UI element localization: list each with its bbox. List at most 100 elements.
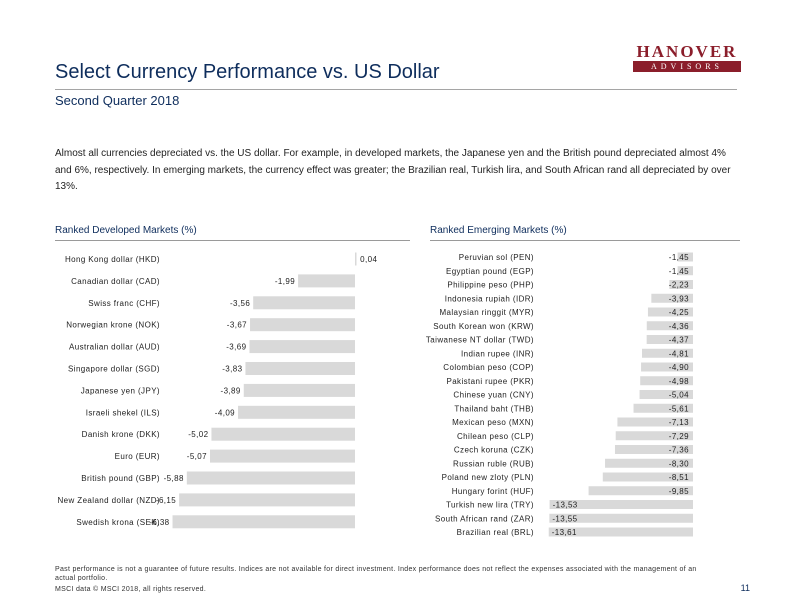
- emerging-category-label-20: Brazilian real (BRL): [457, 528, 534, 537]
- emerging-category-label-0: Peruvian sol (PEN): [459, 253, 534, 262]
- developed-category-label-0: Hong Kong dollar (HKD): [65, 255, 160, 264]
- developed-category-label-6: Japanese yen (JPY): [81, 386, 160, 395]
- developed-category-label-1: Canadian dollar (CAD): [71, 277, 160, 286]
- emerging-chart-title: Ranked Emerging Markets (%): [430, 225, 567, 236]
- developed-bar-7: [238, 405, 355, 419]
- disclaimer: Past performance is not a guarantee of f…: [55, 566, 697, 582]
- emerging-value-label-20: -13,61: [552, 528, 577, 537]
- developed-bar-8: [211, 427, 355, 441]
- emerging-category-label-4: Malaysian ringgit (MYR): [439, 308, 534, 317]
- developed-bar-10: [186, 471, 355, 485]
- emerging-value-label-16: -8,51: [669, 473, 689, 482]
- emerging-category-label-19: South African rand (ZAR): [435, 514, 534, 523]
- developed-value-label-6: -3,89: [221, 386, 241, 395]
- hanover-logo: HANOVER ADVISORS: [633, 43, 741, 72]
- emerging-bar-9: [640, 376, 693, 386]
- developed-bar-12: [172, 515, 355, 529]
- emerging-bar-10: [639, 390, 693, 399]
- developed-value-label-9: -5,07: [187, 452, 207, 461]
- developed-value-label-12: -6,38: [149, 518, 169, 527]
- developed-value-label-8: -5,02: [188, 430, 208, 439]
- emerging-bar-5: [646, 321, 693, 331]
- emerging-bar-6: [646, 335, 693, 344]
- page-subtitle: Second Quarter 2018: [55, 93, 180, 108]
- emerging-category-label-11: Thailand baht (THB): [454, 404, 534, 413]
- emerging-category-label-15: Russian ruble (RUB): [453, 459, 534, 468]
- developed-bar-6: [243, 383, 355, 397]
- developed-category-label-3: Norwegian krone (NOK): [66, 321, 160, 330]
- logo-wordmark: HANOVER: [636, 42, 738, 61]
- developed-category-label-9: Euro (EUR): [115, 452, 160, 461]
- emerging-category-label-3: Indonesia rupiah (IDR): [445, 294, 534, 303]
- emerging-value-label-4: -4,25: [669, 308, 689, 317]
- emerging-value-label-9: -4,98: [669, 377, 689, 386]
- developed-category-label-7: Israeli shekel (ILS): [86, 408, 160, 417]
- emerging-value-label-11: -5,61: [669, 404, 689, 413]
- emerging-category-label-5: South Korean won (KRW): [433, 322, 534, 331]
- emerging-bar-8: [641, 362, 693, 372]
- developed-value-label-10: -5,88: [164, 474, 184, 483]
- emerging-bar-2: [669, 280, 693, 289]
- emerging-bar-1: [677, 266, 693, 276]
- developed-bar-2: [253, 296, 355, 310]
- developed-value-label-7: -4,09: [215, 408, 235, 417]
- developed-value-label-3: -3,67: [227, 321, 247, 330]
- emerging-category-label-8: Colombian peso (COP): [443, 363, 534, 372]
- emerging-bar-12: [617, 417, 693, 427]
- emerging-bar-7: [642, 348, 693, 358]
- developed-value-label-1: -1,99: [275, 277, 295, 286]
- developed-bar-9: [209, 449, 355, 463]
- emerging-category-label-18: Turkish new lira (TRY): [446, 501, 534, 510]
- title-rule: [55, 89, 737, 90]
- intro-paragraph: Almost all currencies depreciated vs. th…: [55, 148, 731, 192]
- emerging-category-label-17: Hungary forint (HUF): [452, 487, 534, 496]
- emerging-bar-19: [549, 513, 693, 523]
- emerging-category-label-9: Pakistani rupee (PKR): [446, 377, 534, 386]
- emerging-category-label-13: Chilean peso (CLP): [457, 432, 534, 441]
- developed-category-label-2: Swiss franc (CHF): [88, 299, 160, 308]
- emerging-value-label-12: -7,13: [669, 418, 689, 427]
- emerging-value-label-17: -9,85: [669, 487, 689, 496]
- page-number: 11: [740, 583, 750, 593]
- developed-value-label-2: -3,56: [230, 299, 250, 308]
- emerging-category-label-7: Indian rupee (INR): [461, 349, 534, 358]
- emerging-bar-16: [602, 472, 693, 482]
- emerging-chart-rule: [430, 240, 740, 241]
- emerging-value-label-7: -4,81: [669, 349, 689, 358]
- emerging-bar-3: [651, 293, 693, 303]
- emerging-value-label-8: -4,90: [669, 363, 689, 372]
- emerging-bar-14: [614, 445, 693, 454]
- emerging-category-label-12: Mexican peso (MXN): [452, 418, 534, 427]
- copyright: MSCI data © MSCI 2018, all rights reserv…: [55, 586, 207, 593]
- developed-category-label-8: Danish krone (DKK): [82, 430, 160, 439]
- emerging-value-label-13: -7,29: [669, 432, 689, 441]
- emerging-value-label-5: -4,36: [669, 322, 689, 331]
- emerging-category-label-6: Taiwanese NT dollar (TWD): [426, 336, 534, 345]
- emerging-value-label-2: -2,23: [669, 281, 689, 290]
- emerging-bar-20: [548, 527, 693, 537]
- emerging-value-label-6: -4,37: [669, 336, 689, 345]
- developed-category-label-11: New Zealand dollar (NZD): [57, 496, 160, 505]
- emerging-bar-18: [549, 500, 693, 509]
- developed-bar-1: [298, 274, 355, 288]
- emerging-category-label-16: Poland new zloty (PLN): [442, 473, 534, 482]
- developed-category-label-12: Swedish krona (SEK): [76, 518, 160, 527]
- developed-bar-11: [179, 493, 355, 507]
- developed-value-label-11: -6,15: [156, 496, 176, 505]
- developed-bar-3: [250, 318, 355, 332]
- developed-category-label-10: British pound (GBP): [81, 474, 160, 483]
- emerging-bar-11: [633, 403, 693, 413]
- emerging-category-label-14: Czech koruna (CZK): [454, 446, 534, 455]
- developed-category-label-4: Australian dollar (AUD): [69, 343, 160, 352]
- logo-band: ADVISORS: [633, 61, 741, 72]
- developed-bar-0: [355, 252, 357, 266]
- emerging-bar-0: [677, 252, 693, 262]
- developed-bar-5: [245, 362, 355, 375]
- page-title: Select Currency Performance vs. US Dolla…: [55, 61, 440, 83]
- emerging-value-label-3: -3,93: [669, 294, 689, 303]
- emerging-bar-17: [588, 486, 693, 496]
- developed-value-label-0: 0,04: [360, 255, 377, 264]
- developed-chart-rule: [55, 240, 410, 241]
- emerging-value-label-18: -13,53: [553, 501, 578, 510]
- emerging-category-label-10: Chinese yuan (CNY): [453, 391, 534, 400]
